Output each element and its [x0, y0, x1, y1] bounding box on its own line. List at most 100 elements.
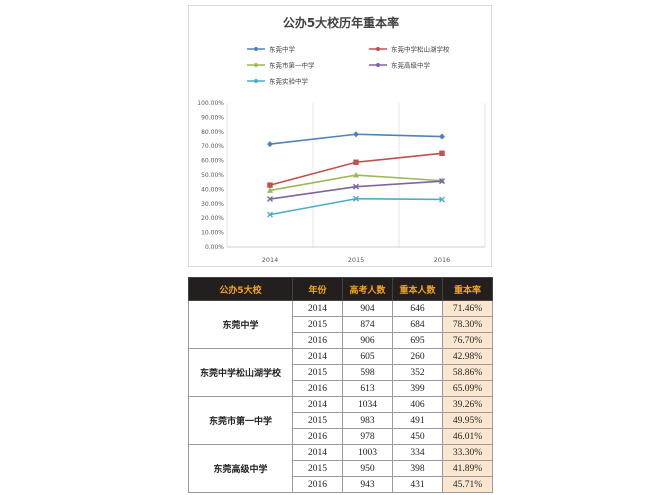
series-line [269, 152, 443, 186]
table-row: 2015 983 491 49.95% [189, 412, 493, 429]
data-point [353, 171, 359, 178]
tier1-rate-cell: 78.30% [442, 316, 493, 333]
legend-label: 东莞中学 [269, 45, 296, 54]
table-row: 东莞中学松山湖学校 2014 605 260 42.98% [188, 348, 493, 397]
year-cell: 2014 [292, 348, 343, 365]
tier1-count-cell: 491 [392, 412, 443, 429]
y-tick-label: 20.00% [201, 215, 224, 222]
data-point [267, 187, 273, 193]
data-point [353, 131, 359, 138]
tier1-rate-cell: 58.86% [442, 364, 493, 381]
exam-count-cell: 906 [342, 332, 393, 349]
legend-marker [376, 47, 380, 51]
y-tick-label: 40.00% [201, 186, 224, 193]
year-cell: 2016 [292, 332, 343, 349]
data-point [353, 195, 359, 202]
y-tick-label: 50.00% [201, 172, 224, 179]
table-row: 2015 950 398 41.89% [189, 460, 493, 477]
exam-count-cell: 978 [342, 428, 393, 445]
legend-item: 东莞中学 [247, 45, 296, 54]
y-tick-label: 90.00% [201, 114, 224, 121]
legend-marker [376, 63, 380, 67]
y-tick-label: 70.00% [201, 143, 224, 150]
legend-marker [254, 63, 258, 67]
tier1-count-cell: 260 [392, 348, 443, 365]
tier1-rate-cell: 46.01% [442, 428, 493, 445]
school-name-cell: 东莞市第一中学 [188, 396, 293, 445]
y-tick-label: 80.00% [201, 129, 224, 136]
data-point [439, 133, 445, 140]
data-point [353, 159, 359, 165]
tier1-count-cell: 398 [392, 460, 443, 477]
tier1-count-cell: 406 [392, 396, 443, 413]
exam-count-cell: 943 [342, 476, 393, 493]
school-name-cell: 东莞中学 [188, 300, 293, 349]
data-point [267, 211, 273, 218]
exam-count-cell: 1003 [342, 444, 393, 461]
year-cell: 2015 [292, 316, 343, 333]
legend-label: 东莞实验中学 [269, 77, 309, 86]
tier1-rate-cell: 39.26% [442, 396, 493, 413]
exam-count-cell: 950 [342, 460, 393, 477]
table-row: 2016 613 399 65.09% [189, 380, 493, 397]
table-row: 2016 978 450 46.01% [189, 428, 493, 445]
tier1-count-cell: 695 [392, 332, 443, 349]
header-tier1-count: 重本人数 [392, 277, 443, 301]
data-point [267, 182, 273, 188]
tier1-count-cell: 431 [392, 476, 443, 493]
table-row: 2016 943 431 45.71% [189, 476, 493, 493]
y-tick-label: 30.00% [201, 201, 224, 208]
table-row: 2015 598 352 58.86% [189, 364, 493, 381]
exam-count-cell: 874 [342, 316, 393, 333]
table-row: 2016 906 695 76.70% [189, 332, 493, 349]
year-cell: 2014 [292, 300, 343, 317]
tier1-count-cell: 646 [392, 300, 443, 317]
tier1-rate-cell: 49.95% [442, 412, 493, 429]
table-row: 2015 874 684 78.30% [189, 316, 493, 333]
exam-count-cell: 598 [342, 364, 393, 381]
legend-label: 东莞市第一中学 [269, 61, 315, 70]
tier1-count-cell: 450 [392, 428, 443, 445]
legend-item: 东莞实验中学 [247, 77, 309, 86]
legend-item: 东莞中学松山湖学校 [369, 45, 450, 54]
table-row: 东莞高级中学 2014 1003 334 33.30% [188, 444, 493, 493]
school-name-cell: 东莞高级中学 [188, 444, 293, 493]
table-body: 东莞中学 2014 904 646 71.46% 2015 874 684 78.30% 2016… [188, 300, 493, 493]
data-point [439, 178, 445, 185]
year-cell: 2014 [292, 396, 343, 413]
tier1-rate-cell: 76.70% [442, 332, 493, 349]
tier1-rate-cell: 71.46% [442, 300, 493, 317]
tier1-count-cell: 399 [392, 380, 443, 397]
tier1-count-cell: 352 [392, 364, 443, 381]
tier1-count-cell: 684 [392, 316, 443, 333]
y-tick-label: 0.00% [205, 244, 224, 251]
year-cell: 2015 [292, 364, 343, 381]
data-point [439, 150, 445, 156]
x-tick-label: 2016 [434, 256, 451, 264]
tier1-rate-cell: 65.09% [442, 380, 493, 397]
exam-count-cell: 605 [342, 348, 393, 365]
x-tick-label: 2014 [262, 256, 279, 264]
table-row: 东莞中学 2014 904 646 71.46% [188, 300, 493, 349]
x-tick-label: 2015 [348, 256, 365, 264]
data-point [267, 196, 273, 203]
y-tick-label: 10.00% [201, 230, 224, 237]
legend-item: 东莞市第一中学 [247, 61, 315, 70]
data-table-container: 公办5大校 年份 高考人数 重本人数 重本率 东莞中学 2014 904 646 71.… [188, 277, 493, 493]
series-line [269, 180, 443, 200]
legend-label: 东莞高级中学 [391, 61, 431, 70]
exam-count-cell: 613 [342, 380, 393, 397]
data-point [267, 141, 273, 148]
year-cell: 2016 [292, 428, 343, 445]
chart-card: 公办5大校历年重本率 东莞中学 东莞中学松山湖学校 东莞市第一中学 东莞高级中学 东莞实… [188, 5, 492, 267]
year-cell: 2014 [292, 444, 343, 461]
tier1-rate-cell: 45.71% [442, 476, 493, 493]
exam-count-cell: 983 [342, 412, 393, 429]
legend-marker [254, 47, 258, 51]
data-point [439, 196, 445, 203]
y-tick-label: 100.00% [197, 100, 224, 107]
data-point [353, 183, 359, 190]
header-school: 公办5大校 [188, 277, 293, 301]
